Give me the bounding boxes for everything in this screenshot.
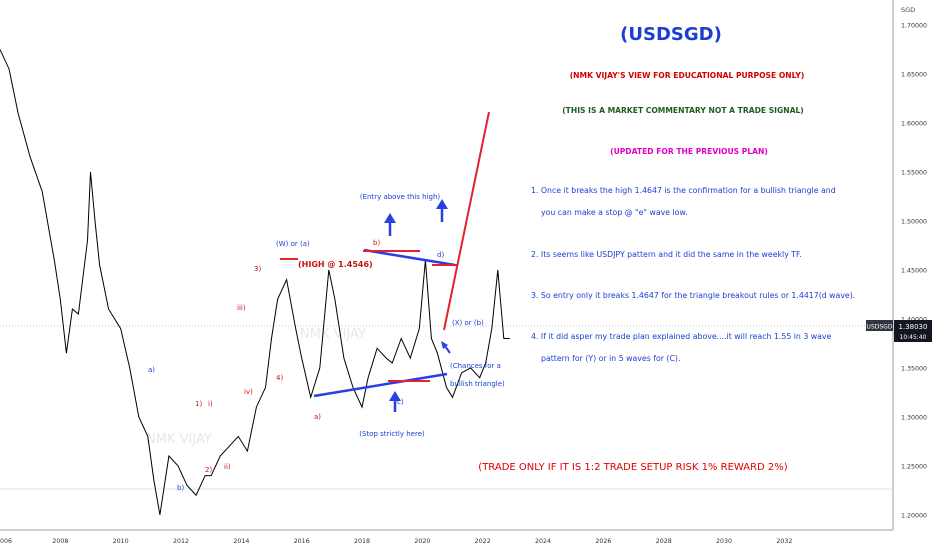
price-badge: USDSGD 1.38030 10:45:40 (866, 320, 932, 342)
y-tick-label: 1.70000 (901, 22, 927, 29)
x-tick-label: 2026 (595, 538, 611, 545)
price-axis[interactable]: 1.70000 1.65000 1.60000 1.55000 1.50000 1.450… (901, 22, 927, 519)
y-tick-label: 1.35000 (901, 365, 927, 372)
chances-label-1: (Chances for a (450, 362, 501, 370)
projection-line (443, 111, 490, 331)
x-tick-label: 006 (0, 538, 12, 545)
time-axis[interactable]: 006 2008 2010 2012 2014 2016 2018 2020 2022 2024 2… (0, 538, 792, 545)
y-tick-label: 1.65000 (901, 71, 927, 78)
grid (0, 0, 894, 531)
y-tick-label: 1.40000 (901, 316, 927, 323)
currency-label: SGD (901, 6, 915, 14)
x-tick-label: 2022 (475, 538, 491, 545)
triangle-lower-line (313, 372, 448, 398)
x-tick-label: 2018 (354, 538, 370, 545)
y-tick-label: 1.45000 (901, 267, 927, 274)
plan-point-1: 1. Once it breaks the high 1.4647 is the… (531, 186, 836, 195)
x-tick-label: 2030 (716, 538, 732, 545)
triangle-lines (280, 111, 490, 398)
wave-3: 3) (254, 265, 261, 273)
price-line (0, 49, 510, 515)
y-tick-label: 1.25000 (901, 463, 927, 470)
commentary-text: (THIS IS A MARKET COMMENTARY NOT A TRADE… (562, 106, 804, 115)
w-label: (W) or (a) (276, 240, 310, 248)
y-tick-label: 1.30000 (901, 414, 927, 421)
triangle-upper-line (363, 248, 456, 267)
arrow-chances-icon (441, 341, 451, 354)
price-badge-symbol-bg (866, 320, 893, 331)
wave-d-blue: d) (437, 251, 444, 259)
x-tick-label: 2020 (414, 538, 430, 545)
updated-text: (UPDATED FOR THE PREVIOUS PLAN) (610, 147, 768, 156)
plan-point-3: 3. So entry only it breaks 1.4647 for th… (531, 291, 855, 300)
watermark-center: NMK VIJAY (300, 327, 366, 342)
chart-title: (USDSGD) (620, 24, 722, 45)
y-tick-label: 1.55000 (901, 169, 927, 176)
price-badge-symbol: USDSGD (867, 324, 893, 331)
x-tick-label: 2028 (656, 538, 672, 545)
price-badge-countdown: 10:45:40 (900, 334, 927, 341)
x-tick-label: 2012 (173, 538, 189, 545)
watermark-left: NMK VIJAY (146, 432, 212, 447)
wave-c-blue: c) (397, 398, 404, 406)
disclaimer-text: (NMK VIJAY'S VIEW FOR EDUCATIONAL PURPOS… (570, 71, 805, 80)
plan-point-4: 4. If it did asper my trade plan explain… (531, 332, 832, 341)
x-tick-label: 2008 (52, 538, 68, 545)
plan-point-2: 2. Its seems like USDJPY pattern and it … (531, 250, 802, 259)
wave-b-blue: b) (177, 484, 184, 492)
x-label: (X) or (b) (452, 319, 484, 327)
wave-4: 4) (276, 374, 283, 382)
risk-note: (TRADE ONLY IF IT IS 1:2 TRADE SETUP RIS… (478, 462, 787, 473)
wave-iii: iii) (237, 304, 246, 312)
wave-2: 2) (205, 466, 212, 474)
chances-label-2: bullish triangle) (450, 380, 505, 388)
arrow-entry-icon (384, 213, 396, 236)
x-tick-label: 2032 (776, 538, 792, 545)
stop-label: (Stop strictly here) (359, 430, 425, 438)
x-tick-label: 2014 (233, 538, 249, 545)
entry-label: (Entry above this high) (360, 193, 441, 201)
wave-labels: a) b) 1) i) 2) ii) iii) 3) iv) 4) a) b) … (148, 239, 444, 492)
wave-i: i) (208, 400, 213, 408)
price-badge-value: 1.38030 (899, 323, 928, 331)
wave-b-red: b) (373, 239, 380, 247)
wave-ii: ii) (224, 463, 231, 471)
arrow-stop-icon (389, 391, 401, 412)
arrow-d-icon (436, 199, 448, 222)
price-badge-value-bg (894, 320, 932, 342)
x-tick-label: 2024 (535, 538, 551, 545)
wave-iv: iv) (244, 388, 253, 396)
wave-a-blue: a) (148, 366, 155, 374)
y-tick-label: 1.20000 (901, 512, 927, 519)
y-tick-label: 1.50000 (901, 218, 927, 225)
plan-points: 1. Once it breaks the high 1.4647 is the… (531, 186, 855, 363)
x-tick-label: 2016 (294, 538, 310, 545)
wave-a-red: a) (314, 413, 321, 421)
plan-point-1b: you can make a stop @ "e" wave low. (541, 208, 688, 217)
high-label: (HIGH @ 1.4546) (298, 260, 373, 269)
y-tick-label: 1.60000 (901, 120, 927, 127)
wave-1: 1) (195, 400, 202, 408)
x-tick-label: 2010 (113, 538, 129, 545)
plan-point-4b: pattern for (Y) or in 5 waves for (C). (541, 354, 680, 363)
